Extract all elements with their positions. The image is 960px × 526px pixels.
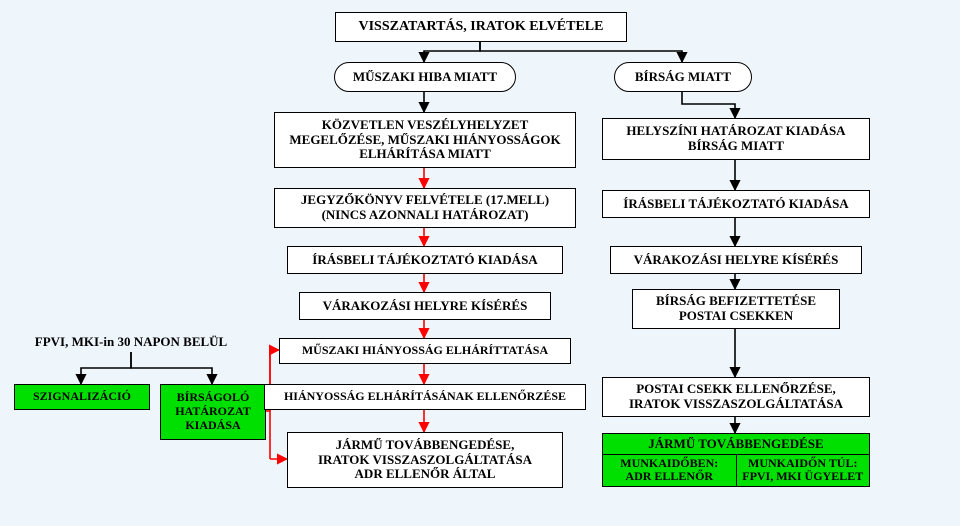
- node-jarmuR-cell-1: MUNKAIDŐN TÚL:FPVI, MKI ÜGYELET: [736, 455, 870, 487]
- node-jegy: JEGYZŐKÖNYV FELVÉTELE (17.MELL)(NINCS AZ…: [274, 188, 576, 228]
- node-jarmuR-title: JÁRMŰ TOVÁBBENGEDÉSE: [644, 434, 827, 454]
- node-birsag: BÍRSÁG MIATT: [614, 62, 752, 92]
- node-jarmuL: JÁRMŰ TOVÁBBENGEDÉSE,IRATOK VISSZASZOLGÁ…: [287, 432, 563, 488]
- node-postai: POSTAI CSEKK ELLENŐRZÉSE,IRATOK VISSZASZ…: [602, 377, 870, 417]
- node-kozv: KÖZVETLEN VESZÉLYHELYZETMEGELŐZÉSE, MŰSZ…: [274, 112, 576, 168]
- node-varL: VÁRAKOZÁSI HELYRE KÍSÉRÉS: [299, 292, 551, 320]
- node-musz: MŰSZAKI HIÁNYOSSÁG ELHÁRÍTTATÁSA: [279, 338, 571, 364]
- node-irasL: ÍRÁSBELI TÁJÉKOZTATÓ KIADÁSA: [287, 246, 563, 274]
- node-jarmuR-cell-0: MUNKAIDŐBEN:ADR ELLENŐR: [603, 455, 736, 487]
- node-jarmuR: JÁRMŰ TOVÁBBENGEDÉSEMUNKAIDŐBEN:ADR ELLE…: [602, 433, 870, 487]
- node-birsh: BÍRSÁGOLÓHATÁROZATKIADÁSA: [160, 384, 266, 440]
- node-szig: SZIGNALIZÁCIÓ: [14, 384, 150, 410]
- node-mhiba: MŰSZAKI HIBA MIATT: [334, 62, 516, 92]
- node-befiz: BÍRSÁG BEFIZETTETÉSEPOSTAI CSEKKEN: [632, 289, 840, 329]
- node-title: VISSZATARTÁS, IRATOK ELVÉTELE: [335, 12, 627, 42]
- node-fpvi: FPVI, MKI-in 30 NAPON BELÜL: [12, 332, 250, 352]
- node-irasR: ÍRÁSBELI TÁJÉKOZTATÓ KIADÁSA: [602, 190, 870, 218]
- node-hiany: HIÁNYOSSÁG ELHÁRÍTÁSÁNAK ELLENŐRZÉSE: [264, 384, 586, 410]
- node-hely: HELYSZÍNI HATÁROZAT KIADÁSABÍRSÁG MIATT: [602, 118, 870, 160]
- node-varR: VÁRAKOZÁSI HELYRE KÍSÉRÉS: [610, 246, 862, 274]
